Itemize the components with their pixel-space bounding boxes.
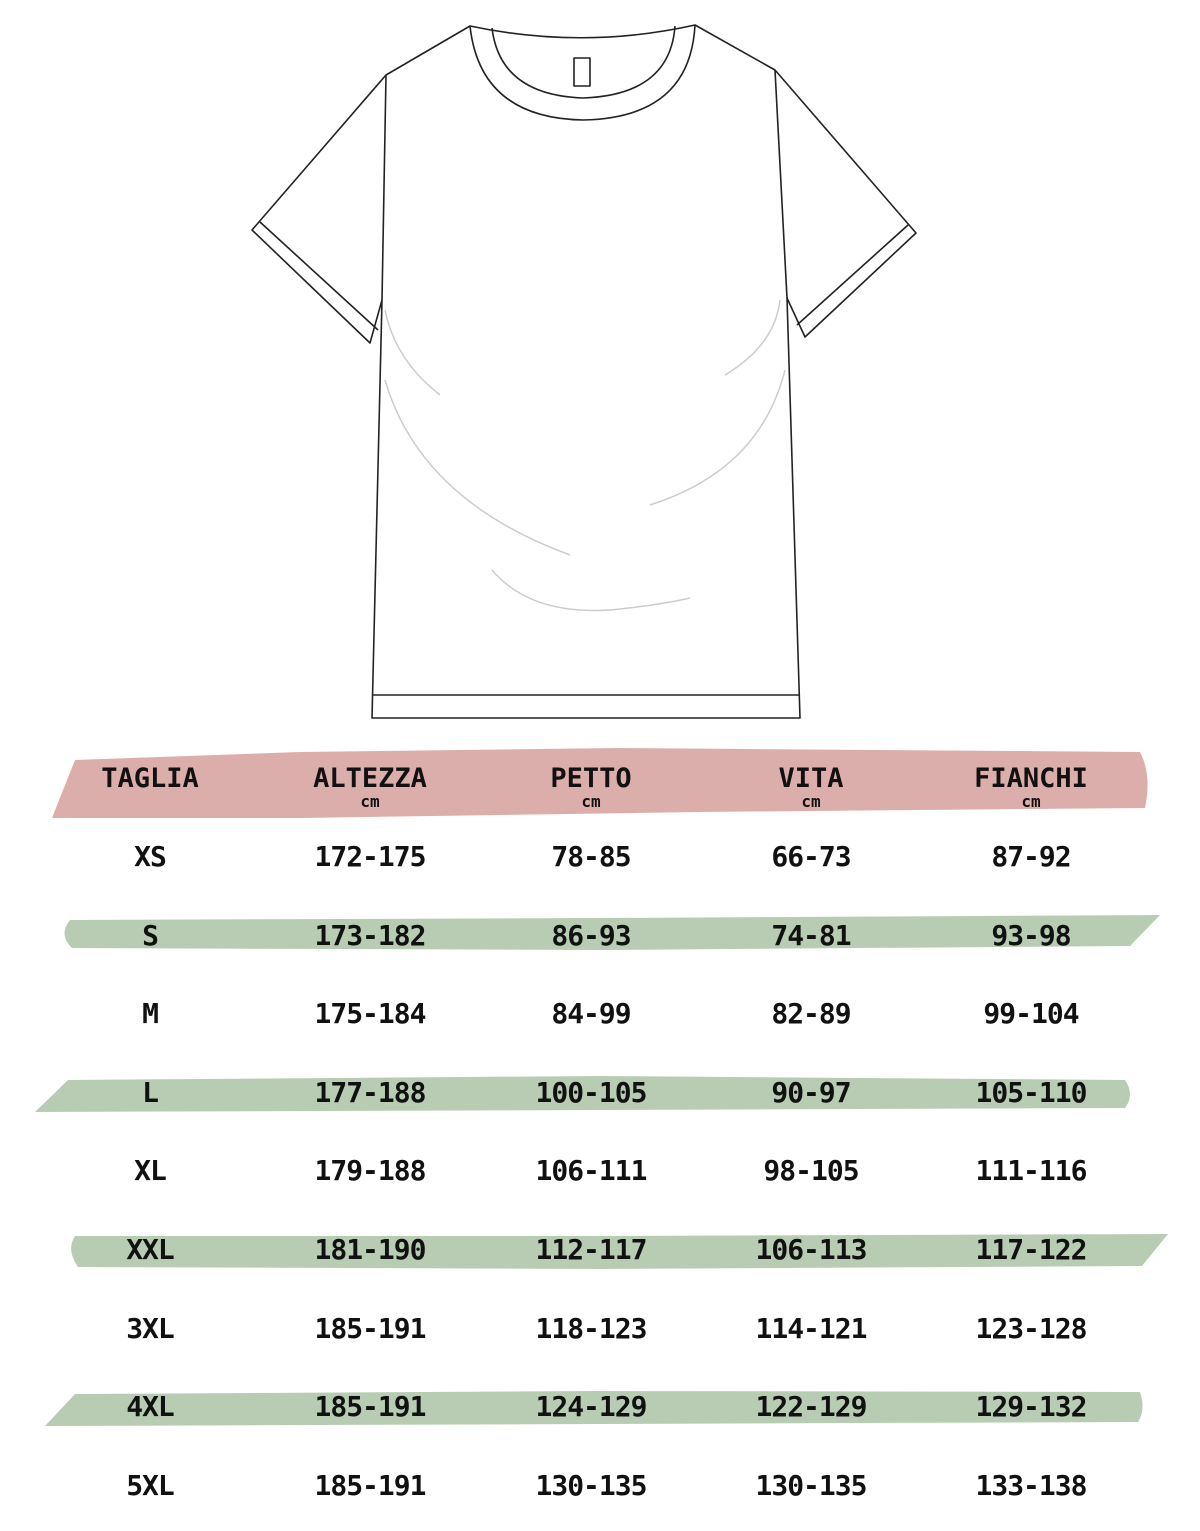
size-label: M <box>142 997 159 1031</box>
column-header-label: PETTO <box>550 763 632 794</box>
cell-petto: 124-129 <box>535 1390 647 1424</box>
cell-altezza: 172-175 <box>314 840 426 873</box>
cell-fianchi: 117-122 <box>975 1233 1087 1266</box>
cell-petto: 86-93 <box>551 918 631 952</box>
cell-petto: 112-117 <box>535 1233 647 1266</box>
column-unit: cm <box>1021 792 1041 811</box>
cell-vita: 98-105 <box>763 1154 859 1188</box>
cell-fianchi: 99-104 <box>983 997 1079 1031</box>
cell-fianchi: 129-132 <box>975 1390 1087 1424</box>
cell-vita: 82-89 <box>771 997 851 1031</box>
row-band-xxl <box>71 1234 1169 1269</box>
cell-altezza: 185-191 <box>314 1311 426 1345</box>
cell-altezza: 177-188 <box>314 1075 426 1109</box>
cell-petto: 106-111 <box>535 1154 647 1188</box>
header-band <box>52 748 1148 818</box>
row-band-4xl <box>45 1391 1143 1426</box>
size-label: XXL <box>126 1233 175 1266</box>
column-header-taglia: TAGLIA <box>40 765 260 792</box>
cell-vita: 122-129 <box>755 1390 867 1424</box>
cell-vita: 106-113 <box>755 1233 867 1266</box>
cell-altezza: 179-188 <box>314 1154 426 1188</box>
column-header-fianchi: FIANCHI cm <box>921 765 1141 810</box>
column-header-label: VITA <box>778 763 844 794</box>
cell-vita: 66-73 <box>771 840 851 873</box>
cell-altezza: 185-191 <box>314 1390 426 1424</box>
cell-altezza: 185-191 <box>314 1468 426 1502</box>
cell-fianchi: 123-128 <box>975 1311 1087 1345</box>
cell-vita: 74-81 <box>771 918 851 952</box>
size-label: 5XL <box>126 1468 175 1502</box>
row-band-l <box>35 1076 1130 1112</box>
cell-petto: 84-99 <box>551 997 631 1031</box>
cell-vita: 114-121 <box>755 1311 867 1345</box>
cell-fianchi: 93-98 <box>991 918 1071 952</box>
size-label: 4XL <box>126 1390 175 1424</box>
row-band-s <box>64 915 1160 950</box>
cell-fianchi: 105-110 <box>975 1075 1087 1109</box>
cell-petto: 78-85 <box>551 840 631 873</box>
column-unit: cm <box>801 792 821 811</box>
column-header-vita: VITA cm <box>701 765 921 810</box>
cell-petto: 100-105 <box>535 1075 647 1109</box>
size-label: XL <box>134 1154 167 1188</box>
size-label: 3XL <box>126 1311 175 1345</box>
cell-petto: 118-123 <box>535 1311 647 1345</box>
size-label: L <box>142 1075 159 1109</box>
cell-fianchi: 87-92 <box>991 840 1071 873</box>
cell-fianchi: 133-138 <box>975 1468 1087 1502</box>
t-shirt-illustration <box>251 24 917 719</box>
cell-vita: 90-97 <box>771 1075 851 1109</box>
cell-altezza: 175-184 <box>314 997 426 1031</box>
column-header-altezza: ALTEZZA cm <box>260 765 480 810</box>
column-header-label: TAGLIA <box>101 763 199 794</box>
cell-altezza: 181-190 <box>314 1233 426 1266</box>
column-header-petto: PETTO cm <box>481 765 701 810</box>
column-header-label: ALTEZZA <box>313 763 427 794</box>
cell-petto: 130-135 <box>535 1468 647 1502</box>
cell-fianchi: 111-116 <box>975 1154 1087 1188</box>
column-unit: cm <box>360 792 380 811</box>
size-label: S <box>142 918 159 952</box>
cell-vita: 130-135 <box>755 1468 867 1502</box>
size-label: XS <box>134 840 167 873</box>
column-unit: cm <box>581 792 601 811</box>
cell-altezza: 173-182 <box>314 918 426 952</box>
column-header-label: FIANCHI <box>974 763 1088 794</box>
